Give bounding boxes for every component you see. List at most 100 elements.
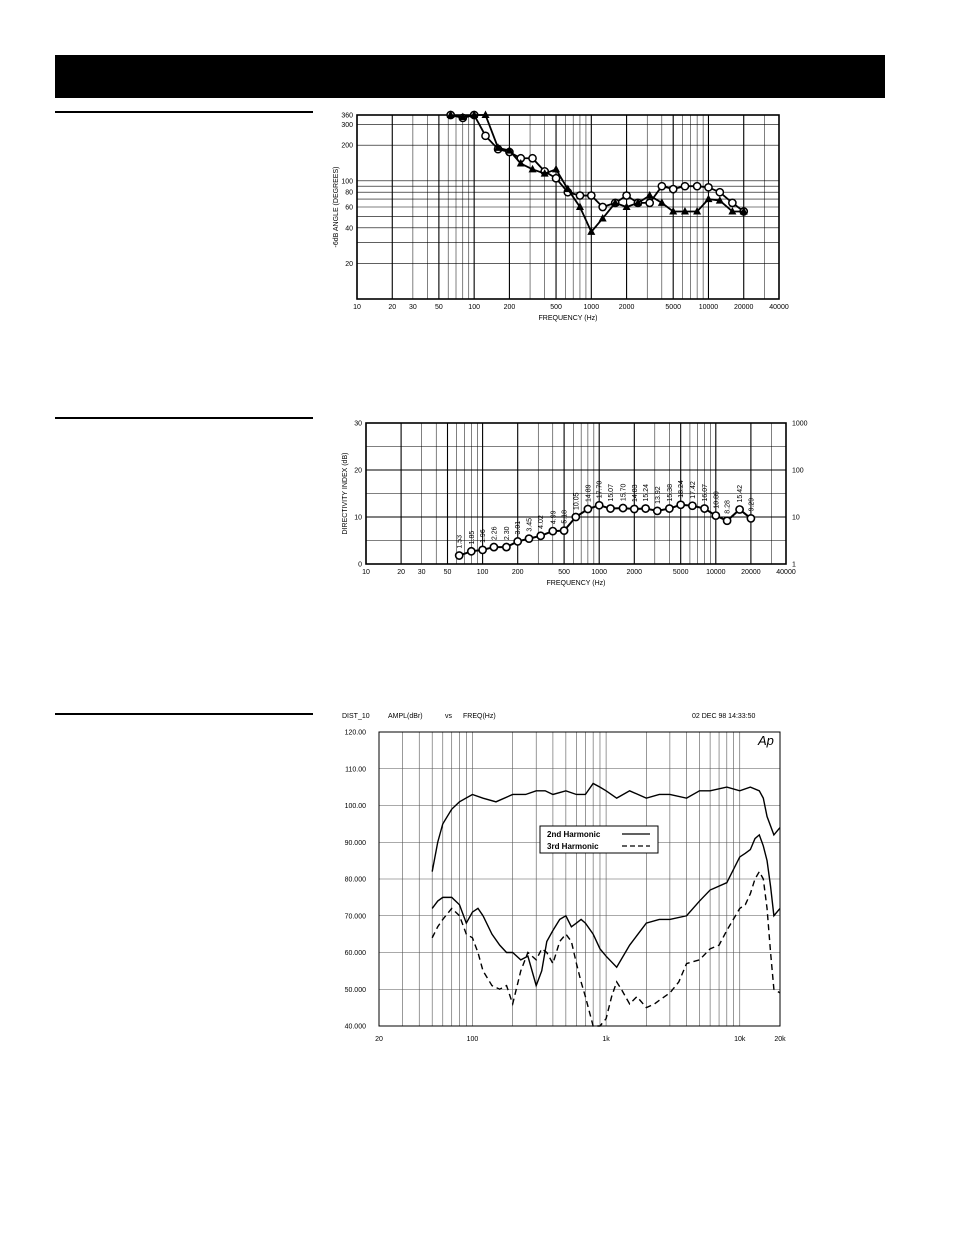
section-rule-2 — [55, 417, 313, 419]
y-tick-label: 90.000 — [345, 840, 367, 847]
data-point-triangle — [528, 164, 537, 173]
header-x: FREQ(Hz) — [463, 713, 496, 720]
data-point-triangle — [587, 227, 596, 235]
x-tick-label: 20k — [774, 1036, 786, 1043]
data-point-triangle — [598, 213, 607, 222]
y-tick-label: 200 — [341, 143, 353, 150]
y-tick-label: 100.00 — [345, 803, 367, 810]
x-tick-label: 200 — [512, 569, 524, 576]
y-tick-label: 70.000 — [345, 913, 367, 920]
plot-frame — [378, 731, 781, 1027]
data-label: 3.45 — [526, 518, 533, 532]
x-tick-label: 20 — [375, 1036, 383, 1043]
data-point-triangle — [669, 206, 678, 215]
data-point-circle — [481, 131, 490, 141]
data-label: 4.99 — [550, 510, 557, 524]
y-tick-label: 80 — [345, 190, 353, 197]
data-point — [478, 545, 487, 555]
x-tick-label: 5000 — [673, 569, 689, 576]
y-tick-label: 100 — [341, 178, 353, 185]
data-point-triangle — [470, 110, 479, 118]
data-point-triangle — [516, 158, 525, 167]
data-point — [618, 503, 628, 513]
data-label: 10.05 — [573, 492, 580, 510]
data-point-circle — [668, 184, 678, 194]
data-point-triangle — [645, 191, 654, 199]
data-point — [722, 516, 732, 526]
series-line-circle — [450, 113, 745, 213]
data-label: 4.02 — [538, 515, 545, 529]
x-tick-label: 20 — [397, 569, 405, 576]
data-point — [583, 504, 593, 514]
data-point-circle — [657, 181, 667, 191]
series-line-2nd-harmonic — [431, 833, 781, 988]
x-tick-label: 100 — [468, 304, 480, 311]
data-point — [665, 504, 674, 513]
data-point-triangle — [458, 112, 467, 121]
x-tick-label: 100 — [477, 569, 489, 576]
data-label: 10.89 — [713, 491, 720, 509]
plot-frame — [365, 422, 787, 565]
y2-tick-label: 100 — [792, 468, 804, 475]
data-label: 9.29 — [748, 498, 755, 512]
x-tick-label: 10000 — [699, 304, 719, 311]
data-label: 15.24 — [643, 484, 650, 502]
data-point-circle — [586, 191, 596, 200]
data-point-triangle — [494, 143, 503, 151]
data-point-triangle — [575, 202, 584, 210]
legend-label-3rd: 3rd Harmonic — [547, 842, 599, 851]
data-point — [676, 500, 686, 510]
plot-frame — [356, 114, 780, 300]
x-tick-label: 30 — [409, 304, 417, 311]
x-tick-label: 10 — [353, 304, 361, 311]
header-bar — [55, 55, 885, 98]
y2-tick-label: 1 — [792, 562, 796, 569]
y2-tick-label: 10 — [792, 515, 800, 522]
data-label: 13.92 — [655, 486, 662, 504]
x-tick-label: 100 — [467, 1036, 479, 1043]
y-tick-label: 80.000 — [345, 877, 367, 884]
data-point-triangle — [611, 198, 620, 206]
data-point — [606, 504, 615, 513]
y-axis-label: -6dB ANGLE (DEGREES) — [333, 167, 340, 248]
x-tick-label: 20000 — [741, 569, 761, 576]
data-point — [735, 505, 745, 514]
data-point — [489, 542, 499, 552]
header-vs: vs — [445, 713, 453, 720]
y-tick-label: 30 — [354, 421, 362, 428]
data-point-circle — [680, 181, 690, 191]
x-tick-label: 200 — [504, 304, 516, 311]
data-point — [466, 546, 476, 556]
x-tick-label: 40000 — [776, 569, 796, 576]
y-tick-label: 40.000 — [345, 1024, 367, 1031]
x-tick-label: 1000 — [584, 304, 600, 311]
data-point-circle — [622, 191, 631, 200]
data-point-circle — [528, 153, 537, 163]
x-tick-label: 50 — [435, 304, 443, 311]
y-tick-label: 300 — [341, 122, 353, 129]
watermark-logo: Ap — [757, 733, 774, 748]
data-point-triangle — [446, 110, 455, 118]
data-point — [454, 551, 464, 560]
data-label: 15.70 — [621, 483, 628, 501]
data-label: 16.07 — [702, 484, 709, 502]
data-point-circle — [598, 202, 608, 212]
x-tick-label: 40000 — [769, 304, 789, 311]
data-point-triangle — [505, 146, 514, 154]
data-point — [746, 514, 756, 523]
y-tick-label: 110.00 — [345, 766, 366, 773]
data-point-circle — [728, 198, 737, 208]
legend-label-2nd: 2nd Harmonic — [547, 830, 601, 839]
y-tick-label: 360 — [341, 113, 353, 120]
x-tick-label: 500 — [550, 304, 562, 311]
x-tick-label: 10k — [734, 1036, 746, 1043]
data-point — [641, 504, 650, 513]
x-tick-label: 10 — [362, 569, 370, 576]
y-tick-label: 60 — [345, 205, 353, 212]
data-point — [502, 542, 511, 552]
y-tick-label: 120.00 — [345, 730, 367, 737]
data-point-triangle — [704, 194, 713, 203]
data-label: 2.30 — [504, 526, 511, 540]
data-point-triangle — [622, 202, 631, 210]
x-tick-label: 30 — [418, 569, 426, 576]
